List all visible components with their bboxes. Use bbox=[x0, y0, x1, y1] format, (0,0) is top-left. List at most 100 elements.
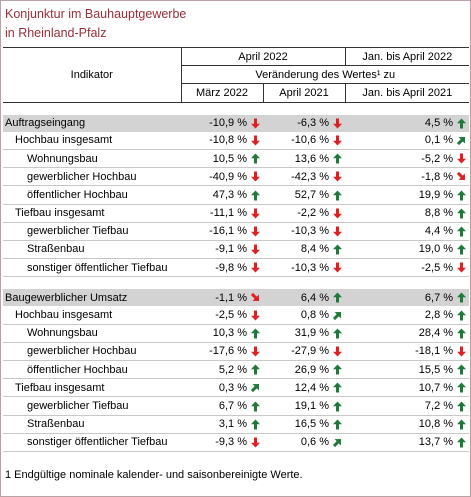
value-april-2021: -10,6 % bbox=[263, 131, 331, 150]
row-label: öffentlicher Hochbau bbox=[3, 185, 181, 205]
row-label: gewerblicher Tiefbau bbox=[3, 396, 181, 416]
value-maerz-2022: -11,1 % bbox=[181, 204, 249, 223]
value-jan-april-2021: -18,1 % bbox=[345, 342, 456, 362]
value-april-2021: -27,9 % bbox=[263, 342, 331, 362]
table-row: öffentlicher Hochbau 5,2 % 26,9 % 15,5 % bbox=[3, 360, 470, 380]
arrow-up-icon bbox=[331, 324, 346, 343]
arrow-down-icon bbox=[249, 342, 263, 362]
arrow-up-icon bbox=[455, 222, 470, 241]
arrow-up-icon bbox=[455, 204, 470, 223]
section-spacer bbox=[3, 277, 469, 290]
table-row: gewerblicher Tiefbau -16,1 % -10,3 % 4,4 % bbox=[3, 222, 470, 241]
arrow-up-icon bbox=[455, 185, 470, 205]
arrow-up-icon bbox=[249, 185, 263, 205]
table-row: Wohnungsbau 10,5 % 13,6 % -5,2 % bbox=[3, 149, 470, 169]
value-april-2021: 16,5 % bbox=[263, 415, 331, 434]
value-jan-april-2021: 19,9 % bbox=[345, 185, 456, 205]
value-maerz-2022: 0,3 % bbox=[181, 378, 249, 398]
row-label: Straßenbau bbox=[3, 415, 181, 434]
section-header-row: Baugewerblicher Umsatz -1,1 % 6,4 % 6,7 % bbox=[3, 289, 470, 307]
value-april-2021: 6,4 % bbox=[263, 289, 331, 307]
table-row: Hochbau insgesamt -10,8 % -10,6 % 0,1 % bbox=[3, 131, 470, 150]
value-jan-april-2021: -1,8 % bbox=[345, 167, 456, 187]
arrow-up-icon bbox=[455, 131, 470, 150]
arrow-up-icon bbox=[331, 433, 346, 452]
arrow-up-icon bbox=[455, 378, 470, 398]
arrow-down-icon bbox=[249, 433, 263, 452]
header-april-2021: April 2021 bbox=[262, 83, 346, 103]
arrow-down-icon bbox=[455, 149, 470, 169]
value-jan-april-2021: 6,7 % bbox=[345, 289, 456, 307]
title-line-2: in Rheinland-Pfalz bbox=[5, 26, 107, 40]
table-row: sonstiger öffentlicher Tiefbau -9,8 % -10,… bbox=[3, 258, 470, 278]
arrow-down-icon bbox=[249, 204, 263, 223]
value-april-2021: 31,9 % bbox=[263, 324, 331, 343]
arrow-up-icon bbox=[455, 396, 470, 416]
arrow-down-icon bbox=[455, 342, 470, 362]
table-row: gewerblicher Hochbau -40,9 % -42,3 % -1,8 % bbox=[3, 167, 470, 187]
title-line-1: Konjunktur im Bauhauptgewerbe bbox=[5, 7, 187, 21]
row-label: Tiefbau insgesamt bbox=[3, 378, 181, 398]
arrow-down-icon bbox=[249, 114, 263, 132]
value-april-2021: -6,3 % bbox=[263, 114, 331, 132]
arrow-down-icon bbox=[249, 306, 263, 325]
table-row: gewerblicher Tiefbau 6,7 % 19,1 % 7,2 % bbox=[3, 396, 470, 416]
arrow-up-icon bbox=[455, 114, 470, 132]
value-april-2021: 13,6 % bbox=[263, 149, 331, 169]
arrow-up-icon bbox=[331, 149, 346, 169]
value-maerz-2022: -10,8 % bbox=[181, 131, 249, 150]
row-label: Straßenbau bbox=[3, 240, 181, 260]
row-label: Hochbau insgesamt bbox=[3, 131, 181, 150]
arrow-up-icon bbox=[331, 360, 346, 380]
value-maerz-2022: -9,3 % bbox=[181, 433, 249, 452]
arrow-up-icon bbox=[455, 433, 470, 452]
arrow-down-icon bbox=[331, 342, 346, 362]
arrow-up-icon bbox=[249, 360, 263, 380]
value-jan-april-2021: 0,1 % bbox=[345, 131, 456, 150]
arrow-up-icon bbox=[455, 240, 470, 260]
table-row: Wohnungsbau 10,3 % 31,9 % 28,4 % bbox=[3, 324, 470, 343]
arrow-down-icon bbox=[331, 204, 346, 223]
value-maerz-2022: 6,7 % bbox=[181, 396, 249, 416]
arrow-up-icon bbox=[331, 378, 346, 398]
table-row: Tiefbau insgesamt -11,1 % -2,2 % 8,8 % bbox=[3, 204, 470, 223]
value-april-2021: -10,3 % bbox=[263, 258, 331, 278]
arrow-down-icon bbox=[249, 258, 263, 278]
table-row: sonstiger öffentlicher Tiefbau -9,3 % 0,6 … bbox=[3, 433, 470, 452]
value-maerz-2022: -10,9 % bbox=[181, 114, 249, 132]
arrow-down-icon bbox=[249, 289, 263, 307]
arrow-up-icon bbox=[249, 396, 263, 416]
header-indikator: Indikator bbox=[3, 47, 182, 103]
row-label: sonstiger öffentlicher Tiefbau bbox=[3, 433, 181, 452]
value-maerz-2022: -2,5 % bbox=[181, 306, 249, 325]
arrow-down-icon bbox=[455, 167, 470, 187]
value-jan-april-2021: -5,2 % bbox=[345, 149, 456, 169]
value-maerz-2022: 3,1 % bbox=[181, 415, 249, 434]
table-body: Auftragseingang -10,9 % -6,3 % 4,5 % Hochbau… bbox=[3, 102, 470, 452]
arrow-up-icon bbox=[249, 149, 263, 169]
value-maerz-2022: -9,8 % bbox=[181, 258, 249, 278]
row-label: Wohnungsbau bbox=[3, 149, 181, 169]
row-label: sonstiger öffentlicher Tiefbau bbox=[3, 258, 181, 278]
value-maerz-2022: 10,5 % bbox=[181, 149, 249, 169]
arrow-down-icon bbox=[331, 167, 346, 187]
value-jan-april-2021: 13,7 % bbox=[345, 433, 456, 452]
arrow-up-icon bbox=[331, 289, 346, 307]
value-maerz-2022: 5,2 % bbox=[181, 360, 249, 380]
row-label: gewerblicher Hochbau bbox=[3, 342, 181, 362]
value-jan-april-2021: 4,4 % bbox=[345, 222, 456, 241]
arrow-up-icon bbox=[455, 324, 470, 343]
row-label: Auftragseingang bbox=[3, 114, 181, 132]
arrow-down-icon bbox=[249, 240, 263, 260]
row-label: Baugewerblicher Umsatz bbox=[3, 289, 181, 307]
value-april-2021: 0,8 % bbox=[263, 306, 331, 325]
arrow-up-icon bbox=[249, 378, 263, 398]
row-label: Wohnungsbau bbox=[3, 324, 181, 343]
value-april-2021: -42,3 % bbox=[263, 167, 331, 187]
table-row: Straßenbau 3,1 % 16,5 % 10,8 % bbox=[3, 415, 470, 434]
header-jan-april-2021: Jan. bis April 2021 bbox=[344, 83, 470, 103]
row-label: gewerblicher Tiefbau bbox=[3, 222, 181, 241]
table-row: gewerblicher Hochbau -17,6 % -27,9 % -18,1 … bbox=[3, 342, 470, 362]
table-row: Tiefbau insgesamt 0,3 % 12,4 % 10,7 % bbox=[3, 378, 470, 398]
value-april-2021: 12,4 % bbox=[263, 378, 331, 398]
